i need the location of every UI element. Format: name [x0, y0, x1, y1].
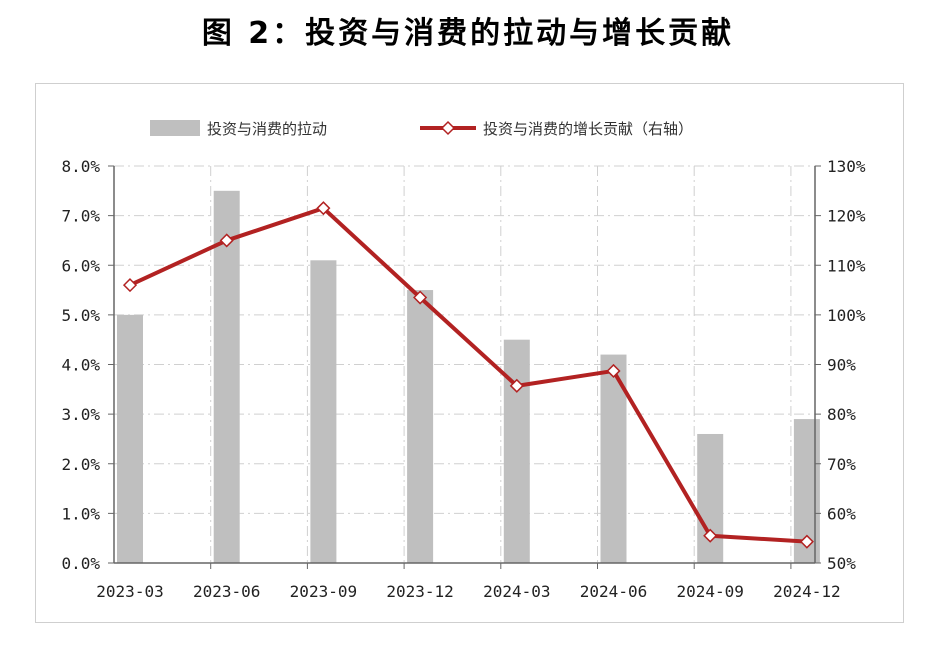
- x-tick-label: 2023-06: [193, 582, 260, 601]
- line-marker: [413, 290, 428, 305]
- x-tick-label: 2024-09: [676, 582, 743, 601]
- right-tick-label: 100%: [827, 306, 866, 325]
- legend-bar-swatch: [150, 120, 200, 136]
- line-marker: [606, 363, 621, 379]
- series-line: [129, 206, 808, 544]
- right-tick-label: 90%: [827, 356, 856, 375]
- x-tick-label: 2023-12: [386, 582, 453, 601]
- left-tick-label: 3.0%: [61, 405, 100, 424]
- right-tick-label: 60%: [827, 504, 856, 523]
- legend-line-marker: [440, 120, 456, 136]
- left-tick-label: 4.0%: [61, 356, 100, 375]
- line-marker: [122, 278, 138, 293]
- left-tick-label: 6.0%: [61, 256, 100, 275]
- left-tick-label: 7.0%: [61, 207, 100, 226]
- right-tick-label: 110%: [827, 256, 866, 275]
- x-tick-label: 2023-03: [96, 582, 163, 601]
- left-tick-label: 1.0%: [61, 504, 100, 523]
- right-tick-label: 70%: [827, 455, 856, 474]
- bar: [310, 260, 337, 563]
- legend-bar-label: 投资与消费的拉动: [207, 120, 327, 138]
- chart-frame: [35, 83, 904, 623]
- left-tick-label: 8.0%: [61, 157, 100, 176]
- bar: [117, 314, 143, 563]
- bar: [407, 290, 434, 563]
- bar: [503, 339, 530, 563]
- line-marker: [799, 534, 814, 549]
- x-tick-label: 2024-06: [580, 582, 647, 601]
- line-marker: [219, 233, 234, 248]
- legend: 投资与消费的拉动 投资与消费的增长贡献（右轴）: [150, 120, 693, 138]
- line-marker: [316, 201, 331, 216]
- right-tick-label: 50%: [827, 554, 856, 573]
- x-tick-label: 2024-03: [483, 582, 550, 601]
- x-tick-label: 2024-12: [773, 582, 840, 601]
- left-tick-label: 2.0%: [61, 455, 100, 474]
- right-tick-label: 80%: [827, 405, 856, 424]
- right-tick-label: 130%: [827, 157, 866, 176]
- line-marker: [703, 528, 718, 543]
- bar: [213, 190, 240, 563]
- x-tick-label: 2023-09: [290, 582, 357, 601]
- bar: [697, 433, 724, 563]
- line-marker: [509, 378, 524, 393]
- legend-line-label: 投资与消费的增长贡献（右轴）: [483, 120, 693, 138]
- right-tick-label: 120%: [827, 207, 866, 226]
- chart-title: 图 2：投资与消费的拉动与增长贡献: [201, 16, 735, 51]
- left-tick-label: 5.0%: [61, 306, 100, 325]
- left-tick-label: 0.0%: [61, 554, 100, 573]
